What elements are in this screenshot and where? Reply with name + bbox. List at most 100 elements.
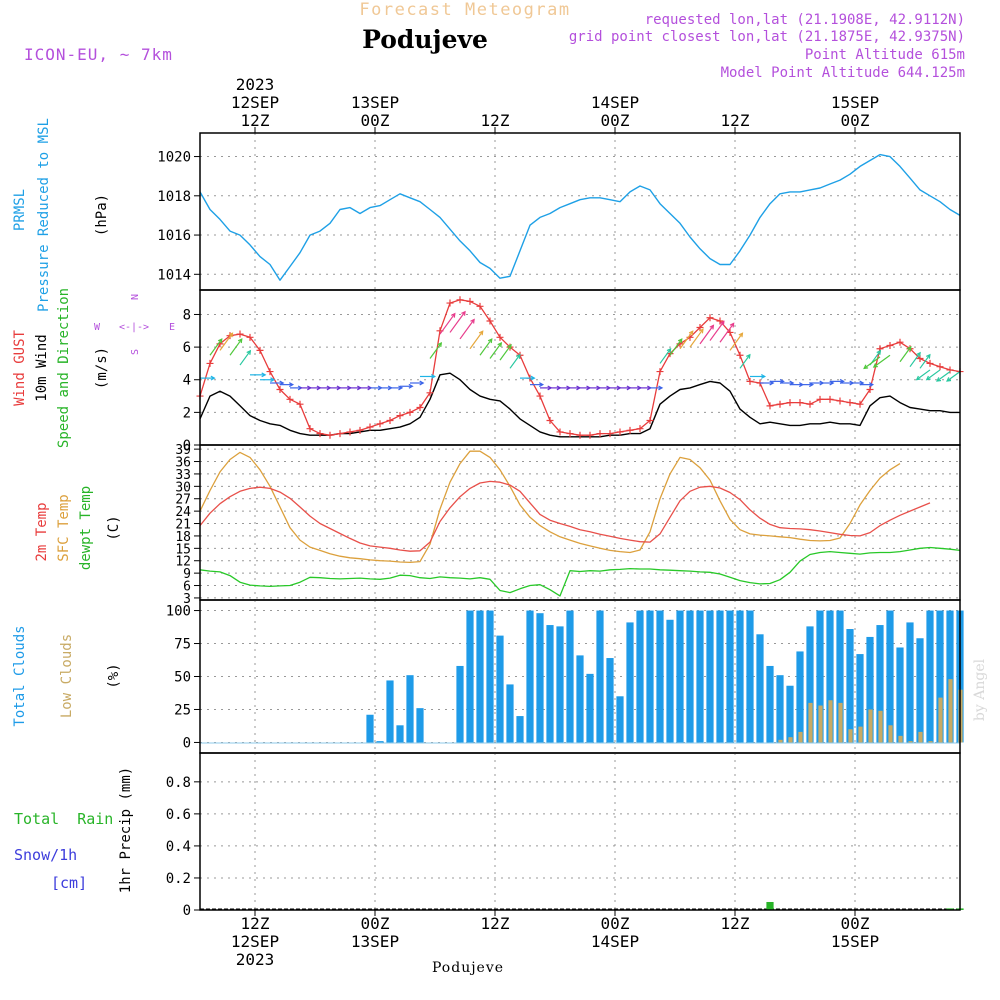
- wind-unit-label: (m/s): [94, 347, 110, 389]
- gust-marker: [926, 359, 934, 367]
- wind-arrow-head: [289, 382, 295, 388]
- wind-arrow-head: [228, 332, 234, 338]
- wind-arrow: [926, 369, 941, 381]
- wind-arrow: [739, 354, 751, 369]
- bottom-time-label: 2023: [236, 950, 275, 969]
- wind-arrow: [719, 323, 735, 343]
- total-cloud-bar: [806, 626, 814, 743]
- gust-marker: [936, 363, 944, 371]
- precip-axis-label: 1hr Precip (mm): [118, 767, 134, 893]
- gust-marker: [706, 314, 714, 322]
- gust-marker: [806, 400, 814, 408]
- wind-arrow: [729, 332, 743, 351]
- gust-marker: [376, 420, 384, 428]
- gust-marker: [766, 402, 774, 410]
- wind-arrow: [429, 342, 442, 359]
- total-cloud-bar: [776, 675, 784, 743]
- watermark: by Angel: [972, 658, 988, 721]
- total-cloud-bar: [506, 684, 514, 743]
- total-cloud-bar: [366, 714, 374, 743]
- total-cloud-bar: [816, 610, 824, 743]
- total-cloud-bar: [686, 610, 694, 743]
- gust-marker: [826, 395, 834, 403]
- gust-marker: [546, 417, 554, 425]
- wind-arrow-head: [872, 363, 878, 368]
- wind-speed-dir-label: Speed and Direction: [56, 288, 72, 448]
- gust-marker: [266, 368, 274, 376]
- wind-arrow-head: [925, 375, 931, 381]
- wind-arrow-head: [237, 338, 243, 344]
- total-cloud-bar: [626, 622, 634, 743]
- y-tick-label: 0.2: [166, 871, 191, 887]
- wind-arrow: [449, 311, 466, 333]
- total-cloud-bar: [546, 625, 554, 743]
- gust-marker: [316, 430, 324, 438]
- bottom-time-label: 12Z: [721, 914, 750, 933]
- gust-marker: [496, 333, 504, 341]
- gust-marker: [356, 426, 364, 434]
- wind-arrow-head: [461, 310, 466, 316]
- prmsl-label: PRMSL: [12, 189, 28, 231]
- dewpt-label: dewpt Temp: [78, 486, 94, 570]
- wind-arrow-head: [926, 353, 931, 359]
- wind-arrow: [873, 354, 891, 368]
- gust-marker: [236, 330, 244, 338]
- gust-marker: [816, 395, 824, 403]
- wind-arrow-head: [738, 332, 744, 338]
- compass-mid: <-|->: [119, 322, 149, 333]
- total-cloud-bar: [586, 673, 594, 743]
- wind-arrow-head: [516, 353, 521, 359]
- total-cloud-bar: [786, 685, 794, 743]
- location-title: Podujeve: [362, 25, 488, 54]
- y-tick-label: 2: [183, 405, 191, 421]
- wind-arrow-head: [478, 330, 484, 336]
- wind-arrow-head: [729, 322, 735, 328]
- y-tick-label: 1016: [157, 228, 191, 244]
- total-cloud-bar: [936, 610, 944, 743]
- wind-arrow-head: [720, 320, 725, 326]
- wind-arrow: [459, 319, 475, 340]
- total-cloud-bar: [496, 635, 504, 743]
- gust-marker: [856, 400, 864, 408]
- wind-arrow-head: [497, 341, 503, 348]
- y-tick-label: 1014: [157, 267, 191, 283]
- pressure-unit-label: (hPa): [94, 194, 110, 236]
- wind-panel: 0 2 4 6 8: [183, 289, 964, 454]
- total-cloud-bar: [726, 610, 734, 743]
- y-tick-label: 25: [174, 702, 191, 718]
- low-cloud-bar: [898, 735, 903, 743]
- wind-arrow-head: [470, 318, 475, 324]
- total-cloud-bar: [516, 716, 524, 743]
- gust-marker: [276, 386, 284, 394]
- gust-marker: [846, 399, 854, 407]
- low-cloud-bar: [828, 700, 833, 743]
- low-cloud-bar: [858, 726, 863, 743]
- wind-arrow-head: [658, 385, 664, 391]
- gust-marker: [946, 366, 954, 374]
- gust-marker: [836, 397, 844, 405]
- total-cloud-bar: [896, 647, 904, 743]
- gust-marker: [746, 377, 754, 385]
- footer-location: Podujeve: [432, 960, 504, 976]
- total-cloud-bar: [606, 658, 614, 743]
- wind-arrow: [689, 328, 704, 348]
- gust-marker: [656, 368, 664, 376]
- temp-unit-label: (C): [106, 515, 122, 540]
- y-tick-label: 30: [175, 480, 191, 495]
- sfc-temp-label: SFC Temp: [56, 494, 72, 561]
- total-cloud-bar: [416, 708, 424, 743]
- top-time-label: 12Z: [481, 111, 510, 130]
- y-tick-label: 50: [174, 670, 191, 686]
- wind-arrow: [699, 325, 714, 345]
- gust-marker: [336, 430, 344, 438]
- total-cloud-bar: [836, 610, 844, 743]
- y-tick-label: 6: [183, 340, 191, 356]
- wind-arrow-head: [487, 338, 493, 344]
- top-time-label: 00Z: [841, 111, 870, 130]
- wind-arrow: [669, 338, 683, 356]
- y-tick-label: 12: [175, 555, 191, 570]
- total-cloud-bar: [576, 655, 584, 743]
- pressure-msl-label: Pressure Reduced to MSL: [36, 118, 52, 312]
